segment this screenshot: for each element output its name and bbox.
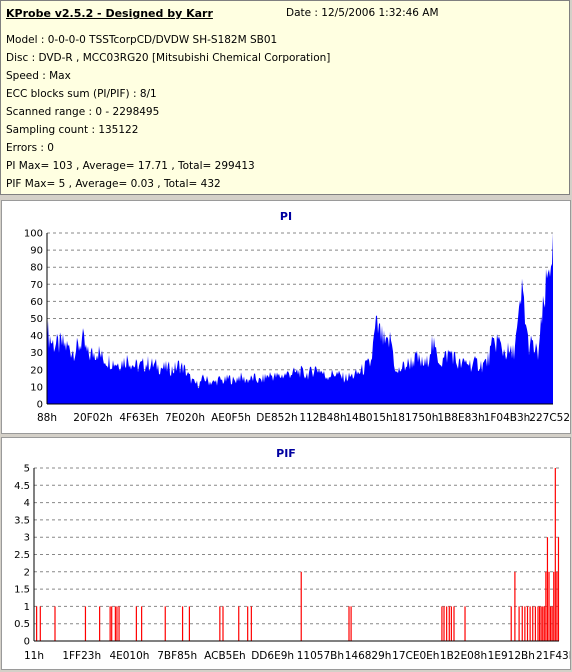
x-tick-label: 21F43Eh	[536, 650, 570, 662]
y-tick-label: 1.5	[14, 585, 30, 596]
y-tick-label: 100	[24, 229, 43, 240]
y-tick-label: 2.5	[14, 550, 30, 561]
errors-line: Errors : 0	[6, 142, 54, 154]
scan-date: Date : 12/5/2006 1:32:46 AM	[286, 7, 439, 19]
x-tick-label: 11h	[24, 650, 44, 662]
y-tick-label: 40	[30, 331, 43, 342]
y-tick-label: 0.5	[14, 619, 30, 630]
pif-chart-title: PIF	[276, 447, 296, 460]
x-tick-label: 7E020h	[165, 412, 205, 424]
y-tick-label: 1	[24, 602, 30, 613]
x-tick-label: 1B8E83h	[437, 412, 484, 424]
model-line: Model : 0-0-0-0 TSSTcorpCD/DVDW SH-S182M…	[6, 34, 278, 46]
x-tick-label: 11057Bh	[297, 650, 344, 662]
x-tick-label: DD6E9h	[251, 650, 294, 662]
x-tick-label: 20F02h	[73, 412, 112, 424]
pi-chart: 0 10 20 30 40 50 60 70 80 90 100 88h 20F02h 4F63Eh 7E0…	[24, 229, 570, 425]
x-tick-label: 88h	[37, 412, 57, 424]
y-tick-label: 0	[37, 400, 43, 411]
disc-line: Disc : DVD-R , MCC03RG20 [Mitsubishi Che…	[6, 52, 331, 64]
y-tick-label: 3	[24, 533, 30, 544]
y-tick-label: 20	[30, 365, 43, 376]
pi-summary-line: PI Max= 103 , Average= 17.71 , Total= 29…	[6, 160, 255, 172]
y-tick-label: 80	[30, 263, 43, 274]
y-tick-label: 3.5	[14, 515, 30, 526]
x-tick-label: 227C52h	[529, 412, 570, 424]
pif-chart-panel: PIF 0 0.5 1 1.5 2 2.5 3 3.5 4 4.5 5 11h 1FF23h 4E010h…	[1, 437, 571, 670]
x-tick-label: 181750h	[392, 412, 439, 424]
pi-area	[47, 233, 553, 404]
x-tick-label: 7BF85h	[157, 650, 197, 662]
x-tick-label: 146829h	[345, 650, 392, 662]
x-tick-label: DE852h	[256, 412, 297, 424]
speed-line: Speed : Max	[6, 70, 71, 82]
pif-chart: 0 0.5 1 1.5 2 2.5 3 3.5 4 4.5 5 11h 1FF23h 4E010h 7BF8…	[14, 464, 570, 663]
y-tick-label: 0	[24, 637, 30, 648]
info-panel: KProbe v2.5.2 - Designed by Karr Date : …	[0, 0, 570, 195]
y-tick-label: 4.5	[14, 481, 30, 492]
y-tick-label: 2	[24, 567, 30, 578]
x-tick-label: 14B015h	[345, 412, 392, 424]
y-tick-label: 30	[30, 348, 43, 359]
x-tick-label: ACB5Eh	[204, 650, 246, 662]
x-tick-label: 4F63Eh	[119, 412, 158, 424]
y-tick-label: 90	[30, 246, 43, 257]
sampling-line: Sampling count : 135122	[6, 124, 139, 136]
pif-summary-line: PIF Max= 5 , Average= 0.03 , Total= 432	[6, 178, 221, 190]
ecc-line: ECC blocks sum (PI/PIF) : 8/1	[6, 88, 157, 100]
x-tick-label: 17CE0Eh	[392, 650, 439, 662]
y-tick-label: 50	[30, 314, 43, 325]
x-tick-label: AE0F5h	[211, 412, 251, 424]
x-tick-label: 1B2E08h	[440, 650, 487, 662]
y-tick-label: 10	[30, 382, 43, 393]
plot-background	[34, 468, 559, 641]
app-title: KProbe v2.5.2 - Designed by Karr	[6, 7, 213, 20]
y-tick-label: 60	[30, 297, 43, 308]
y-tick-label: 4	[24, 498, 30, 509]
x-tick-label: 1F04B3h	[484, 412, 531, 424]
x-tick-label: 1FF23h	[62, 650, 101, 662]
x-tick-label: 112B48h	[299, 412, 346, 424]
pi-chart-panel: PI 0 10 20 30 40 50 60 70 80 90 100 88h 20F02h 4F63Eh…	[1, 200, 571, 434]
range-line: Scanned range : 0 - 2298495	[6, 106, 160, 118]
pi-chart-title: PI	[279, 210, 293, 223]
x-tick-label: 4E010h	[109, 650, 149, 662]
x-tick-label: 1E912Bh	[488, 650, 535, 662]
y-tick-label: 5	[24, 464, 30, 475]
y-tick-label: 70	[30, 280, 43, 291]
